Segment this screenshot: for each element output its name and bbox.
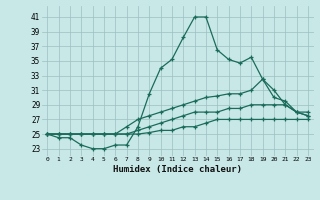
X-axis label: Humidex (Indice chaleur): Humidex (Indice chaleur) bbox=[113, 165, 242, 174]
